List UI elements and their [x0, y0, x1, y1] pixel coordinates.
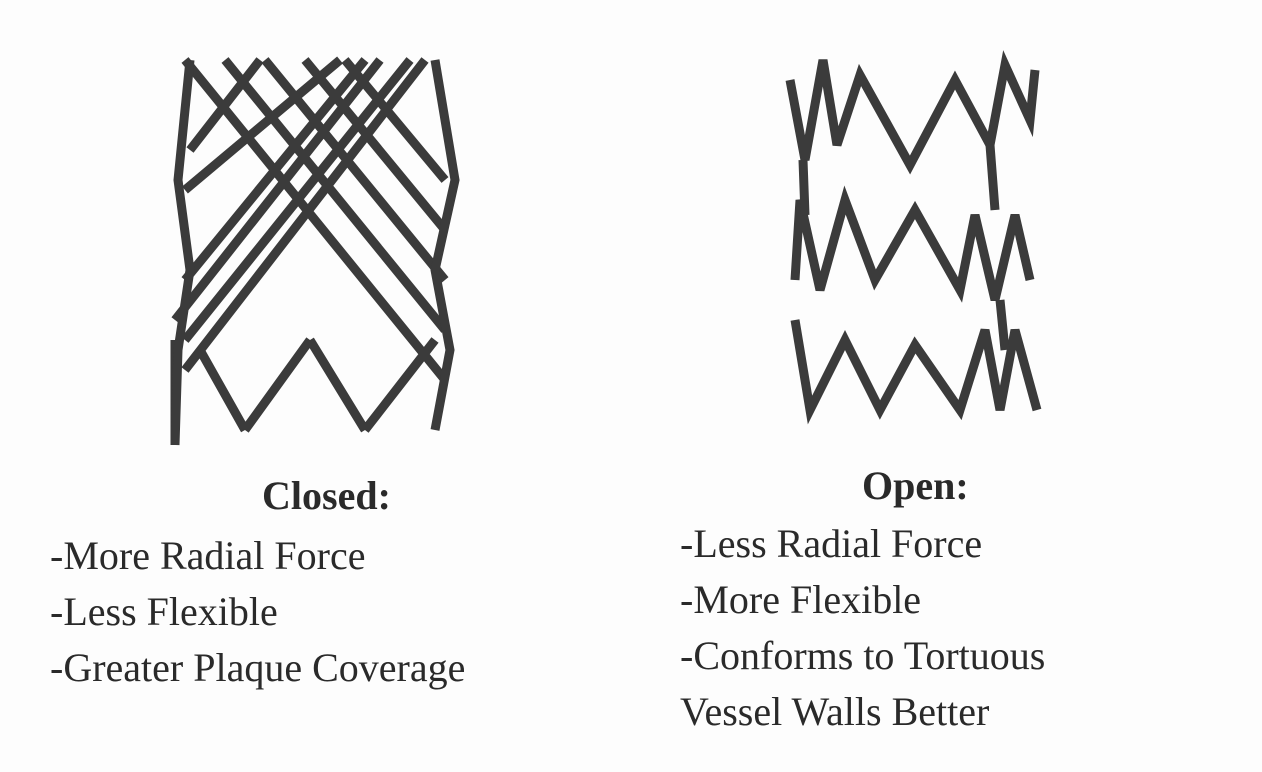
open-property-item: -More Flexible [680, 577, 922, 622]
open-stent-ring-middle [790, 185, 1035, 303]
open-properties-list: -Less Radial Force -More Flexible -Confo… [680, 516, 1045, 740]
closed-cell-stent-illustration [170, 56, 460, 446]
open-stent-ring-bottom [790, 319, 1042, 425]
open-cell-stent-illustration [785, 50, 1042, 425]
closed-property-item: -More Radial Force [50, 533, 366, 578]
open-heading: Open: [862, 463, 969, 508]
closed-heading: Closed: [262, 473, 391, 518]
closed-property-item: -Greater Plaque Coverage [50, 645, 466, 690]
open-property-item: Vessel Walls Better [680, 689, 990, 734]
closed-stent-side-rails [170, 59, 460, 446]
closed-properties-list: -More Radial Force -Less Flexible -Great… [50, 528, 465, 696]
open-property-item: -Less Radial Force [680, 521, 983, 566]
closed-property-item: -Less Flexible [50, 589, 278, 634]
closed-stent-diagonal-struts [170, 56, 449, 445]
open-stent-connectors [798, 144, 1010, 351]
open-stent-ring-top [785, 50, 1040, 175]
open-property-item: -Conforms to Tortuous [680, 633, 1046, 678]
